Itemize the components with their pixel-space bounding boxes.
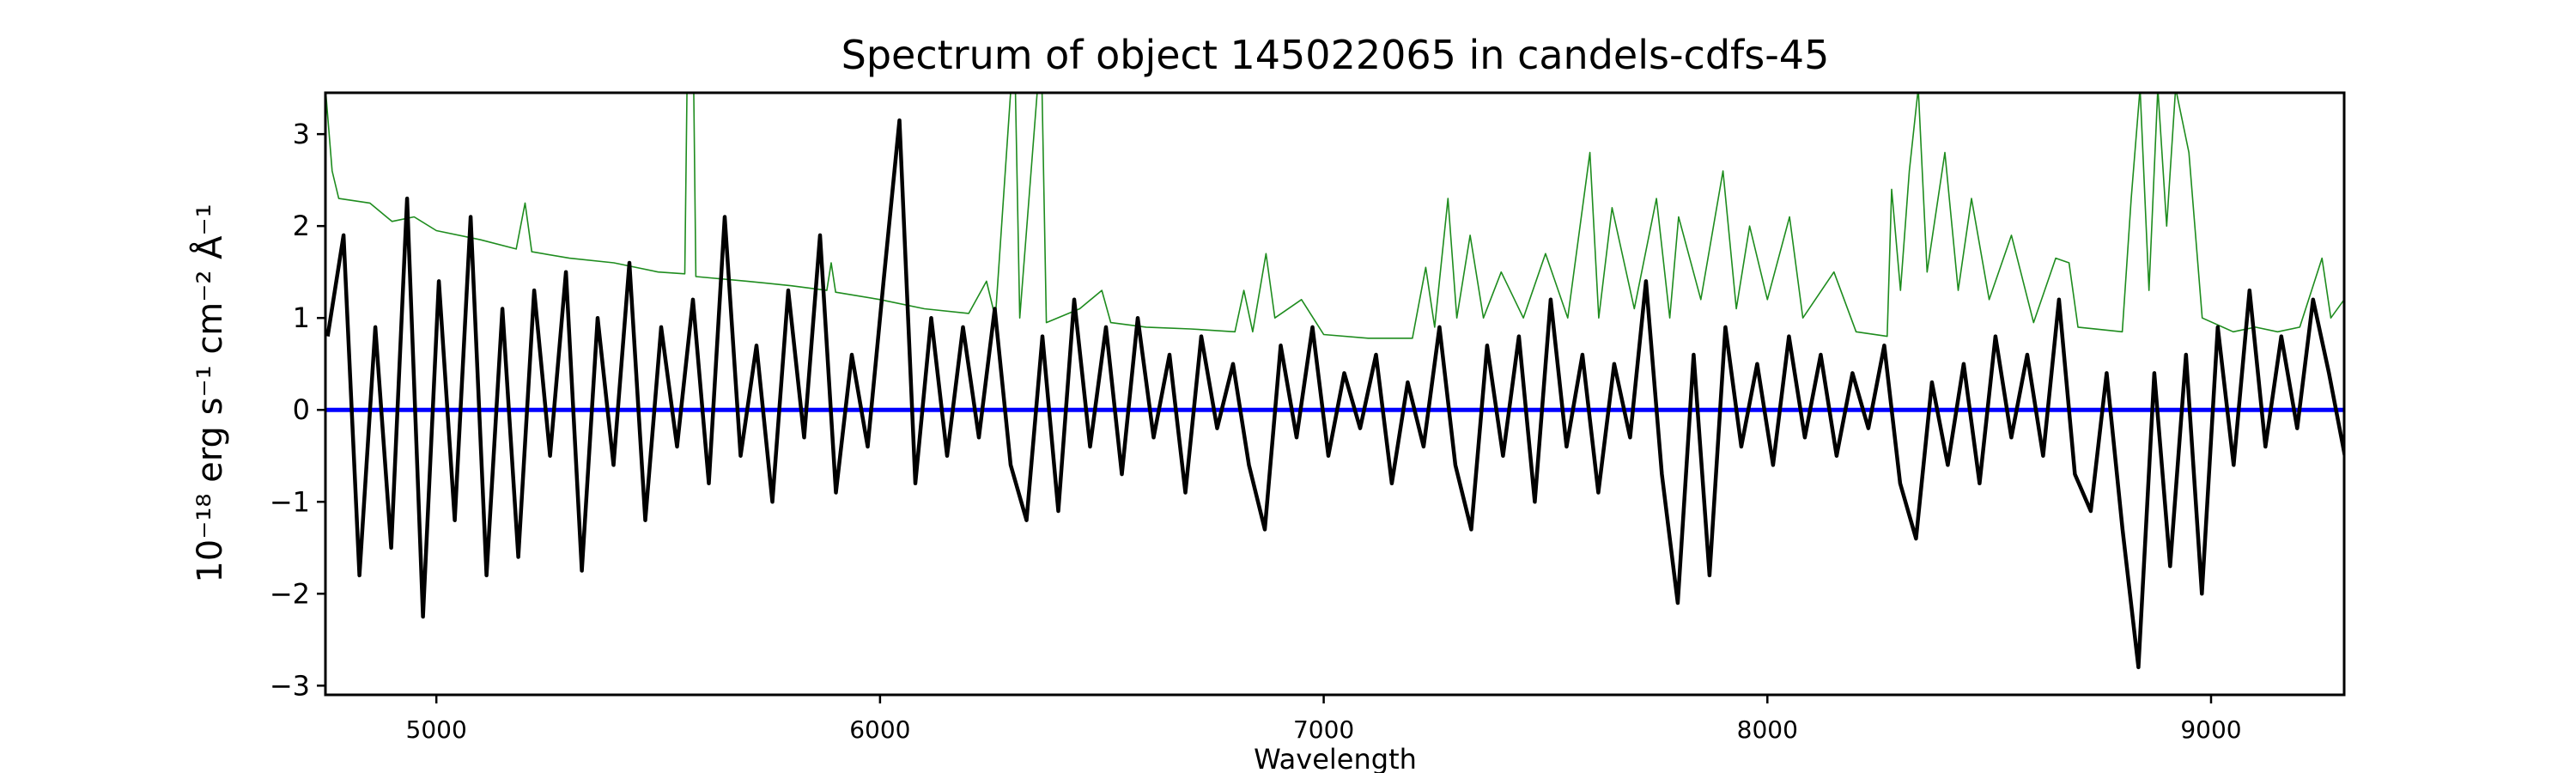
x-tick-label: 5000 bbox=[406, 715, 467, 744]
y-tick-label: 3 bbox=[293, 118, 310, 150]
x-tick-label: 9000 bbox=[2180, 715, 2241, 744]
y-tick-label: 1 bbox=[293, 301, 310, 334]
y-tick-label: −2 bbox=[270, 577, 310, 610]
y-tick-label: 0 bbox=[293, 393, 310, 426]
y-tick-label: −1 bbox=[270, 485, 310, 518]
x-axis: 5000 6000 7000 8000 9000 bbox=[406, 695, 2242, 744]
y-tick-label: 2 bbox=[293, 210, 310, 242]
x-tick-label: 8000 bbox=[1737, 715, 1798, 744]
x-tick-label: 6000 bbox=[849, 715, 910, 744]
error-series-line bbox=[325, 93, 2344, 339]
plot-area bbox=[325, 93, 2344, 670]
y-axis-label: 10⁻¹⁸ erg s⁻¹ cm⁻² Å⁻¹ bbox=[189, 204, 230, 582]
y-tick-label: −3 bbox=[270, 669, 310, 702]
x-axis-label: Wavelength bbox=[1254, 743, 1417, 773]
chart-title: Spectrum of object 145022065 in candels-… bbox=[841, 32, 1830, 78]
x-tick-label: 7000 bbox=[1293, 715, 1354, 744]
flux-series-line bbox=[325, 118, 2344, 670]
y-axis: −3 −2 −1 0 1 2 3 bbox=[270, 118, 325, 702]
axes-frame bbox=[324, 91, 2346, 697]
